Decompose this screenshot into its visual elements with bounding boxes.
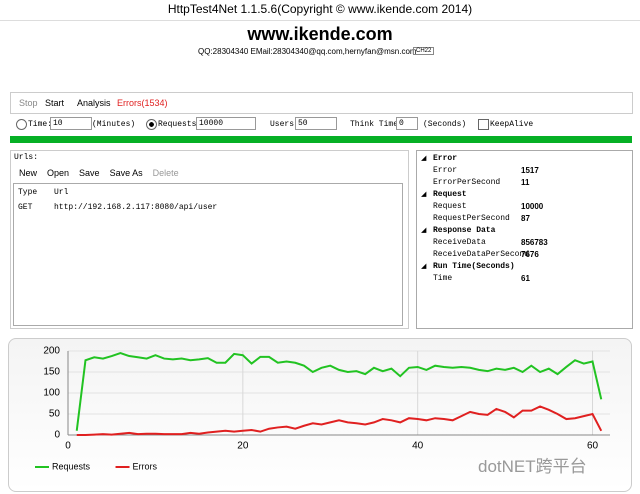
expander: ◢ (421, 191, 427, 198)
line-series (75, 352, 603, 431)
property-name: Error (433, 166, 458, 175)
think-input[interactable]: 0 (396, 117, 418, 130)
label: KeepAlive (490, 120, 534, 129)
y-tick-label: 50 (49, 409, 61, 420)
title-bar: HttpTest4Net 1.1.5.6(Copyright © www.ike… (0, 0, 640, 21)
property-value: 1517 (521, 166, 539, 175)
property-value: 856783 (521, 238, 548, 247)
legend-label: Errors (133, 461, 158, 471)
x-tick-label: 20 (237, 441, 249, 452)
toolbar: Stop Start Analysis Errors(1534) (10, 92, 633, 114)
toolbar-button[interactable]: New (19, 168, 38, 178)
label: Think Time: (350, 120, 403, 129)
x-tick-label: 0 (65, 441, 71, 452)
cell: http://192.168.2.117:8080/api/user (54, 203, 218, 212)
y-tick-label: 100 (43, 388, 60, 399)
line-series (76, 405, 603, 436)
watermark: dotNET跨平台 (478, 457, 587, 476)
property-name: Request (433, 202, 467, 211)
requests-input[interactable]: 10000 (196, 117, 256, 130)
label: Time: (28, 120, 53, 129)
contact: QQ:28304340 EMail:28304340@qq.com,hernyf… (198, 47, 417, 56)
property-name: ErrorPerSecond (433, 178, 501, 187)
property-name: ReceiveData (433, 238, 486, 247)
url-table: Type Url GET http://192.168.2.117:8080/a… (13, 183, 403, 326)
radio[interactable] (146, 119, 157, 130)
radio[interactable] (16, 119, 27, 130)
errors-button[interactable]: Errors(1534) (117, 98, 168, 108)
group-label: Urls: (14, 153, 39, 162)
time-input[interactable]: 10 (50, 117, 92, 130)
label: (Seconds) (423, 120, 467, 129)
expander: ◢ (421, 263, 427, 270)
property-value: 11 (521, 178, 530, 187)
start-button[interactable]: Start (45, 98, 65, 108)
property-value: 61 (521, 274, 530, 283)
chart-panel (8, 338, 632, 492)
urls-group: Urls: New Open Save Save As Delete Type Url … (10, 150, 409, 329)
expander: ◢ (421, 227, 427, 234)
toolbar-button[interactable]: Delete (152, 168, 179, 178)
x-tick-label: 60 (587, 441, 599, 452)
column-header: Url (54, 188, 69, 197)
category: Error (433, 154, 458, 163)
category: Run Time(Seconds) (433, 262, 515, 271)
category: Request (433, 190, 467, 199)
site-name: www.ikende.com (247, 24, 393, 44)
label: Requests: (158, 120, 202, 129)
stop-button[interactable]: Stop (19, 98, 38, 108)
progress-bar (10, 136, 632, 143)
badge: CH22 (413, 47, 435, 55)
y-tick-label: 200 (43, 346, 60, 357)
cell: GET (18, 203, 33, 212)
property-name: RequestPerSecond (433, 214, 510, 223)
column-header: Type (18, 188, 38, 197)
label: Users: (270, 120, 299, 129)
y-tick-label: 0 (54, 430, 60, 441)
property-name: ReceiveDataPerSecond (433, 250, 530, 259)
y-tick-label: 150 (43, 367, 60, 378)
property-value: 7676 (521, 250, 539, 259)
property-value: 87 (521, 214, 530, 223)
property-name: Time (433, 274, 453, 283)
property-value: 10000 (521, 202, 544, 211)
analysis-button[interactable]: Analysis (77, 98, 111, 108)
checkbox[interactable] (478, 119, 489, 130)
users-input[interactable]: 50 (295, 117, 337, 130)
toolbar-button[interactable]: Open (47, 168, 70, 178)
property-grid: ◢ Error Error 1517 ErrorPerSecond 11 ◢ Request R… (416, 150, 633, 329)
toolbar-button[interactable]: Save (79, 168, 100, 178)
x-tick-label: 40 (412, 441, 424, 452)
category: Response Data (433, 226, 496, 235)
expander: ◢ (421, 155, 427, 162)
legend-label: Requests (52, 461, 91, 471)
label: (Minutes) (92, 120, 136, 129)
toolbar-button[interactable]: Save As (109, 168, 143, 178)
